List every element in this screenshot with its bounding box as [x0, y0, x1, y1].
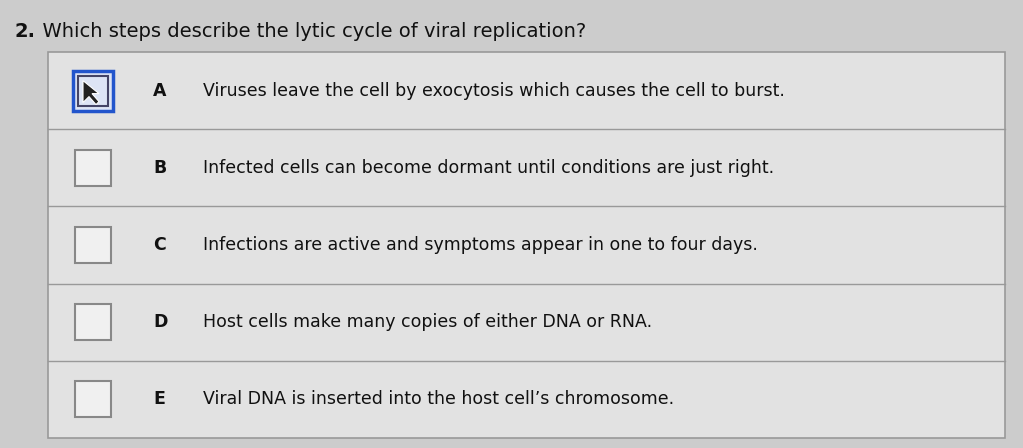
Text: Viral DNA is inserted into the host cell’s chromosome.: Viral DNA is inserted into the host cell… [203, 390, 674, 409]
Bar [75, 304, 112, 340]
Text: E: E [153, 390, 165, 409]
Text: Host cells make many copies of either DNA or RNA.: Host cells make many copies of either DN… [203, 313, 652, 331]
Text: C: C [153, 236, 166, 254]
Text: Which steps describe the lytic cycle of viral replication?: Which steps describe the lytic cycle of … [30, 22, 586, 41]
Text: Infections are active and symptoms appear in one to four days.: Infections are active and symptoms appea… [203, 236, 758, 254]
Text: B: B [153, 159, 167, 177]
Bar [75, 381, 112, 418]
Bar [73, 71, 113, 111]
Text: Viruses leave the cell by exocytosis which causes the cell to burst.: Viruses leave the cell by exocytosis whi… [203, 82, 785, 99]
Bar [78, 76, 108, 106]
Bar [75, 150, 112, 186]
Polygon shape [83, 81, 99, 104]
Text: 2.: 2. [14, 22, 35, 41]
Bar [48, 52, 1005, 438]
Text: Infected cells can become dormant until conditions are just right.: Infected cells can become dormant until … [203, 159, 774, 177]
Bar [75, 227, 112, 263]
Text: A: A [153, 82, 167, 99]
Text: D: D [153, 313, 168, 331]
